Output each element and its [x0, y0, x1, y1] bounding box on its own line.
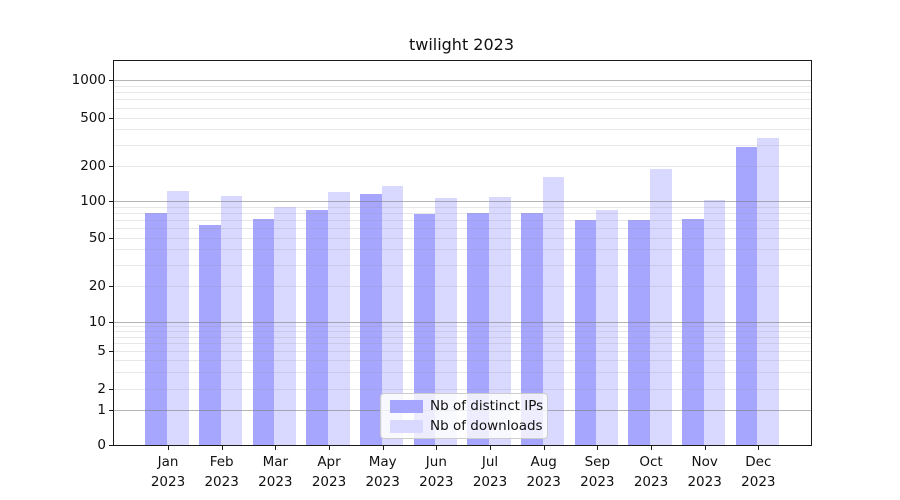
bar-ips-sep [574, 220, 597, 445]
bar-ips-jun [413, 214, 436, 445]
x-tick-mark-may [382, 446, 384, 450]
legend-item-distinct-ips: Nb of distinct IPs [381, 398, 547, 414]
y-tick-mark-0 [109, 445, 113, 446]
bar-ips-apr [306, 210, 328, 445]
x-tick-mark-sep [597, 446, 599, 450]
x-tick-label-jan: Jan 2023 [150, 454, 186, 490]
y-tick-mark-1000 [109, 80, 113, 81]
y-tick-label-1: 1 [97, 401, 106, 418]
bar-ips-jul [467, 213, 489, 445]
x-tick-label-jul: Jul 2023 [472, 454, 508, 490]
y-tick-mark-2 [109, 389, 113, 390]
x-tick-mark-jan [168, 446, 169, 450]
bar-downloads-sep [596, 210, 618, 445]
y-tick-label-1000: 1000 [71, 72, 106, 88]
x-tick-mark-apr [329, 446, 330, 450]
y-tick-label-100: 100 [80, 193, 106, 210]
y-tick-mark-10 [109, 321, 113, 323]
y-tick-mark-5 [109, 351, 113, 352]
bar-downloads-oct [650, 169, 672, 445]
x-tick-mark-feb [221, 446, 223, 450]
y-tick-label-200: 200 [80, 158, 106, 174]
bar-downloads-may [381, 185, 404, 445]
legend-label-downloads: Nb of downloads [430, 418, 543, 434]
legend-swatch-downloads [390, 419, 423, 433]
bar-downloads-nov [703, 200, 726, 445]
x-tick-label-mar: Mar 2023 [258, 454, 293, 490]
x-tick-label-may: May 2023 [365, 454, 400, 490]
bar-ips-dec [735, 147, 758, 445]
y-tick-mark-1 [109, 409, 113, 411]
gridline-minor-400 [114, 129, 811, 131]
bar-downloads-aug [542, 177, 565, 445]
bar-ips-oct [628, 220, 650, 445]
y-tick-mark-50 [109, 237, 113, 239]
x-tick-label-apr: Apr 2023 [311, 454, 347, 490]
bar-downloads-apr [328, 191, 350, 445]
legend-item-downloads: Nb of downloads [381, 418, 547, 434]
x-tick-mark-aug [543, 446, 545, 450]
x-tick-mark-oct [651, 446, 652, 450]
bar-ips-nov [682, 219, 704, 445]
bar-downloads-jan [167, 190, 189, 445]
y-tick-mark-20 [109, 285, 113, 287]
legend-swatch-distinct-ips [390, 399, 423, 413]
y-tick-label-20: 20 [88, 277, 106, 294]
gridline-minor-900 [114, 85, 811, 87]
gridline-minor-500 [114, 117, 811, 119]
y-tick-label-5: 5 [97, 343, 106, 359]
y-tick-mark-500 [109, 117, 113, 119]
y-tick-label-50: 50 [88, 229, 106, 246]
x-tick-label-dec: Dec 2023 [741, 454, 776, 490]
bar-downloads-feb [220, 195, 243, 445]
gridline-minor-200 [114, 166, 811, 167]
y-tick-mark-100 [109, 201, 113, 203]
x-tick-label-oct: Oct 2023 [633, 454, 669, 490]
gridline-minor-700 [114, 99, 811, 101]
chart-title: twilight 2023 [408, 35, 515, 54]
x-tick-label-jun: Jun 2023 [419, 454, 454, 490]
gridline-major-1000 [114, 80, 811, 81]
x-tick-mark-mar [275, 446, 277, 450]
x-tick-label-feb: Feb 2023 [204, 454, 239, 490]
bar-downloads-mar [274, 207, 296, 445]
plot-area: Nb of distinct IPs Nb of downloads 0 1 2 5 1… [72, 60, 812, 490]
y-tick-label-0: 0 [97, 437, 106, 453]
bar-downloads-dec [757, 138, 779, 445]
bar-ips-jan [145, 213, 167, 445]
x-tick-mark-jul [490, 446, 491, 450]
x-tick-label-sep: Sep 2023 [580, 454, 615, 490]
x-tick-mark-nov [704, 446, 706, 450]
legend: Nb of distinct IPs Nb of downloads [380, 393, 548, 439]
y-tick-label-2: 2 [97, 381, 106, 397]
x-tick-mark-dec [758, 446, 760, 450]
y-tick-label-10: 10 [88, 313, 106, 330]
gridline-minor-800 [114, 92, 811, 94]
bar-ips-may [360, 193, 382, 445]
x-tick-mark-jun [436, 446, 438, 450]
y-tick-label-500: 500 [80, 109, 106, 126]
gridline-minor-300 [114, 144, 811, 146]
bar-ips-mar [252, 218, 275, 445]
bar-downloads-jul [489, 197, 511, 445]
x-tick-label-aug: Aug 2023 [526, 454, 561, 490]
bar-ips-feb [199, 224, 221, 445]
bar-downloads-jun [435, 198, 457, 445]
bar-ips-aug [521, 213, 543, 445]
x-tick-label-nov: Nov 2023 [687, 454, 722, 490]
gridline-minor-600 [114, 107, 811, 109]
legend-label-distinct-ips: Nb of distinct IPs [430, 398, 544, 414]
y-tick-mark-200 [109, 166, 113, 167]
